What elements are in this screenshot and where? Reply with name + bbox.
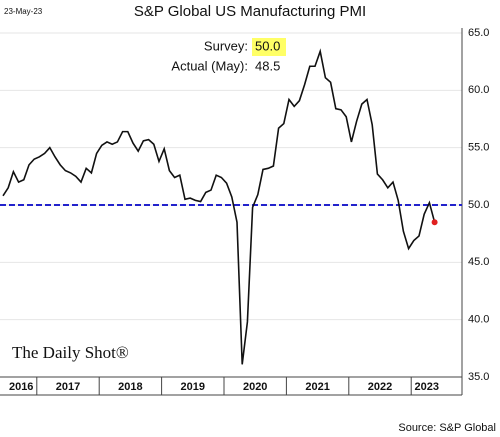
x-tick-label: 2019 [181,381,205,393]
chart-title: S&P Global US Manufacturing PMI [134,3,366,20]
survey-value: 50.0 [255,38,280,53]
y-tick-label: 40.0 [468,314,489,326]
actual-value: 48.5 [255,58,280,73]
survey-text: Survey: [204,38,248,53]
last-point [431,219,438,226]
line [2,48,436,365]
y-tick-label: 45.0 [468,256,489,268]
watermark: The Daily Shot® [12,343,129,362]
y-tick-label: 60.0 [468,84,489,96]
actual-text: Actual (May): [171,58,248,73]
x-tick-label: 2020 [243,381,267,393]
x-tick-label: 2022 [368,381,392,393]
y-tick-label: 55.0 [468,142,489,154]
y-tick-label: 35.0 [468,371,489,383]
y-tick-label: 50.0 [468,199,489,211]
x-tick-label: 2021 [305,381,329,393]
date: 23-May-23 [4,7,43,16]
x-tick-label: 2018 [118,381,142,393]
source: Source: S&P Global [398,422,496,434]
x-tick-label: 2017 [56,381,80,393]
x-tick-label: 2023 [415,381,439,393]
y-tick-label: 65.0 [468,27,489,39]
highlight [252,38,286,56]
x-tick-label: 2016 [9,381,33,393]
